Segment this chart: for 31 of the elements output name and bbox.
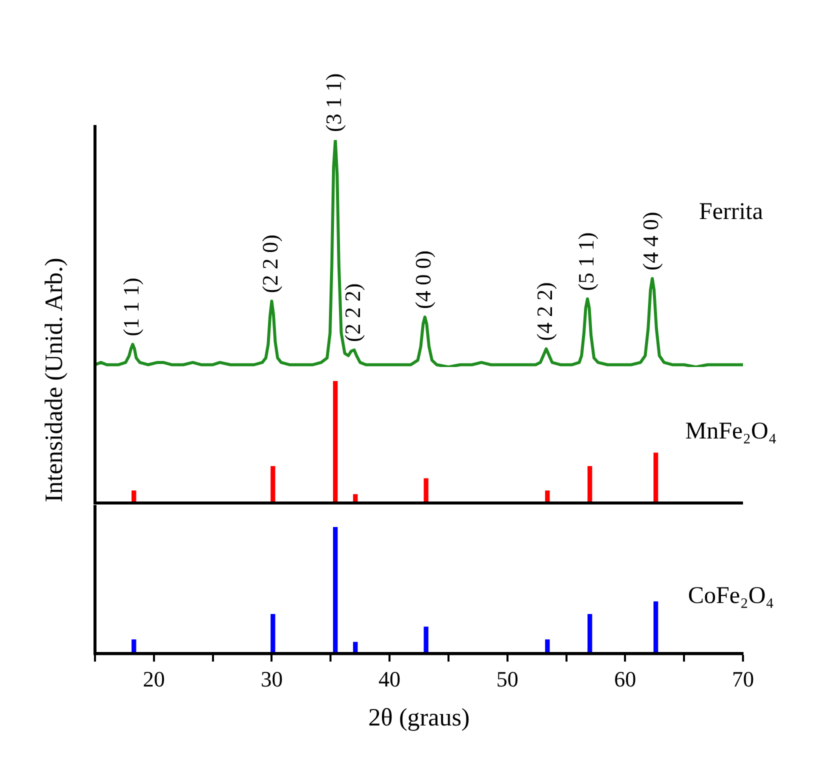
bar <box>424 626 428 654</box>
bar <box>545 639 550 654</box>
annotation: (4 2 2) <box>532 282 558 341</box>
x-tick-label: 30 <box>260 666 283 692</box>
annotation: (2 2 2) <box>340 283 365 342</box>
x-tick-label: 60 <box>614 666 636 692</box>
annotation: (4 4 0) <box>638 212 664 270</box>
series-label: CoFe₂O₄ <box>688 582 774 609</box>
bar <box>588 466 592 503</box>
bar <box>653 601 658 654</box>
x-tick-label: 70 <box>732 666 754 692</box>
bar <box>270 466 276 503</box>
annotation: (2 2 0) <box>258 234 283 294</box>
x-tick-label: 50 <box>496 666 518 692</box>
bar <box>653 452 658 503</box>
bar <box>545 490 550 503</box>
bar <box>333 381 338 503</box>
text: Ferrita <box>699 198 764 225</box>
series-label: MnFe₂O₄ <box>685 418 777 445</box>
bar <box>588 614 592 654</box>
annotation: (3 1 1) <box>321 73 346 132</box>
x-tick-label: 40 <box>378 666 401 692</box>
bar <box>270 614 276 654</box>
bar <box>333 527 338 654</box>
y-axis-title: Intensidade (Unid. Arb.) <box>41 258 69 502</box>
annotation: (1 1 1) <box>118 278 144 336</box>
annotation: (5 1 1) <box>573 232 598 291</box>
x-axis-title: 2θ (graus) <box>368 704 470 732</box>
x-tick-label: 20 <box>142 666 165 692</box>
annotation: (4 0 0) <box>410 250 436 310</box>
bar <box>424 478 428 503</box>
